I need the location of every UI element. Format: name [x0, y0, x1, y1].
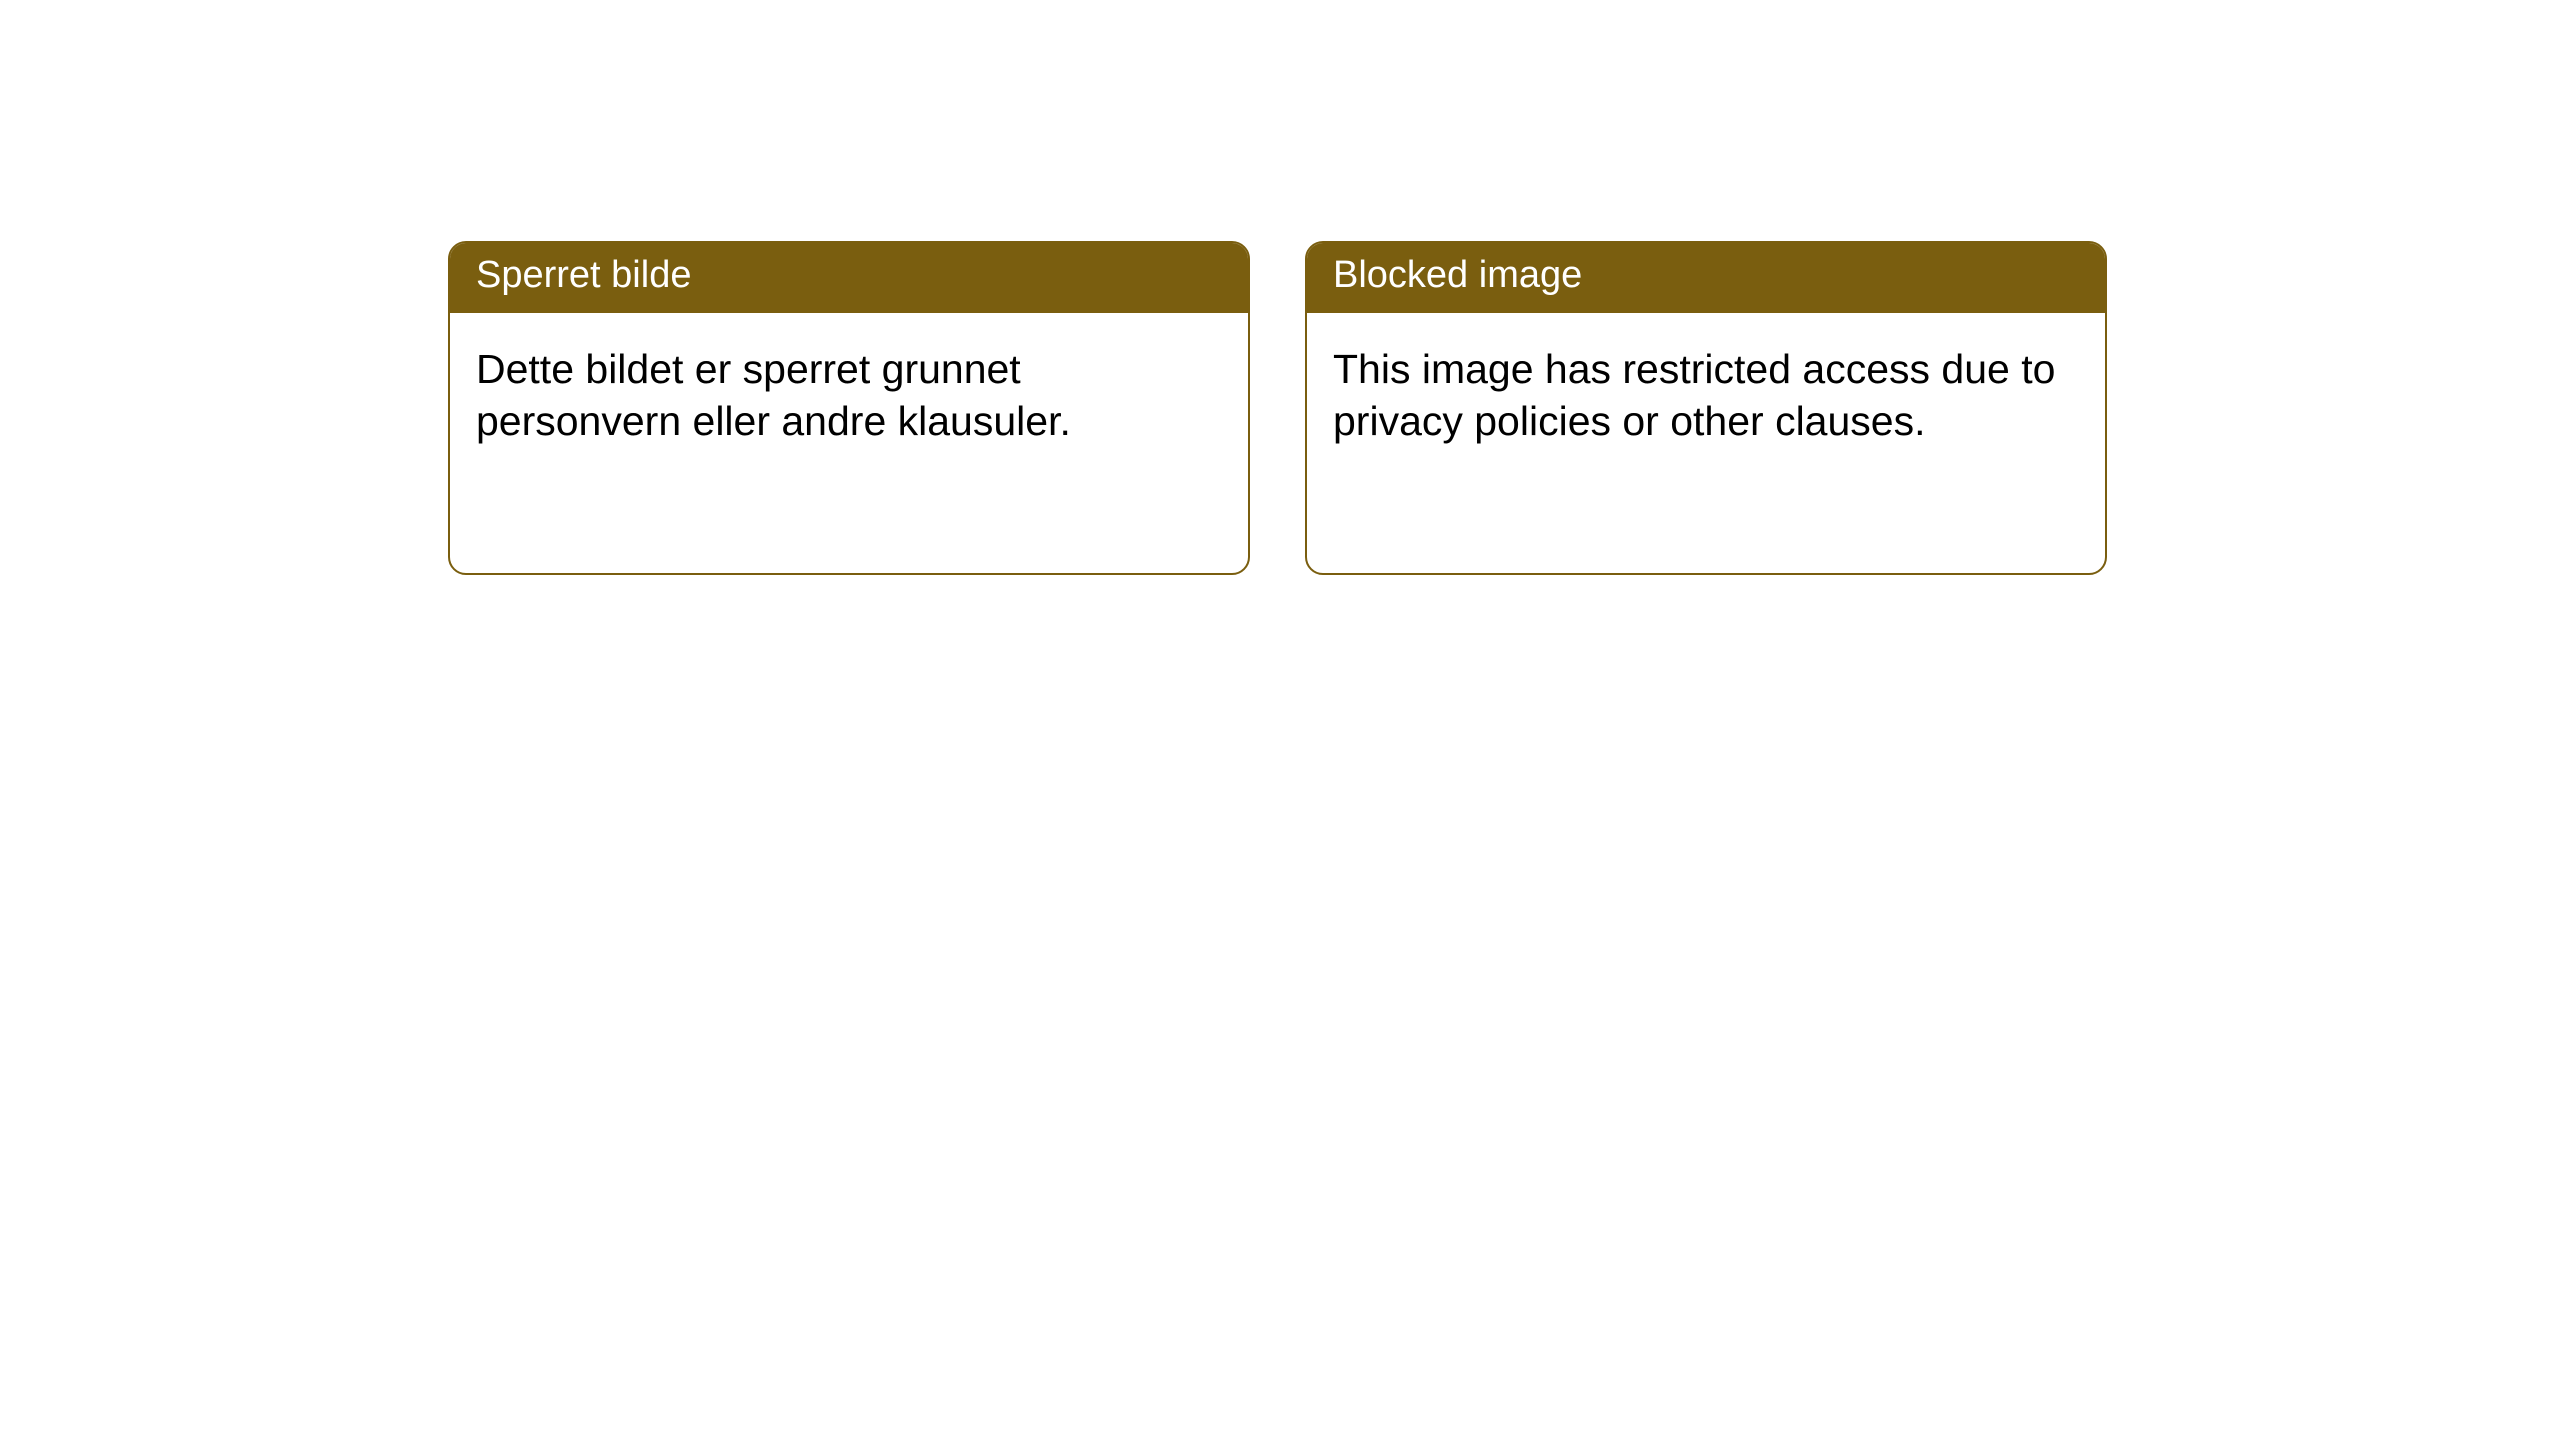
card-body-text: This image has restricted access due to … — [1333, 346, 2055, 444]
card-body: Dette bildet er sperret grunnet personve… — [450, 313, 1248, 478]
card-row: Sperret bilde Dette bildet er sperret gr… — [448, 241, 2107, 575]
blocked-image-card-en: Blocked image This image has restricted … — [1305, 241, 2107, 575]
blocked-image-card-no: Sperret bilde Dette bildet er sperret gr… — [448, 241, 1250, 575]
card-header: Sperret bilde — [450, 243, 1248, 313]
card-body: This image has restricted access due to … — [1307, 313, 2105, 478]
card-title: Blocked image — [1333, 254, 1582, 296]
card-body-text: Dette bildet er sperret grunnet personve… — [476, 346, 1071, 444]
card-header: Blocked image — [1307, 243, 2105, 313]
card-title: Sperret bilde — [476, 254, 691, 296]
